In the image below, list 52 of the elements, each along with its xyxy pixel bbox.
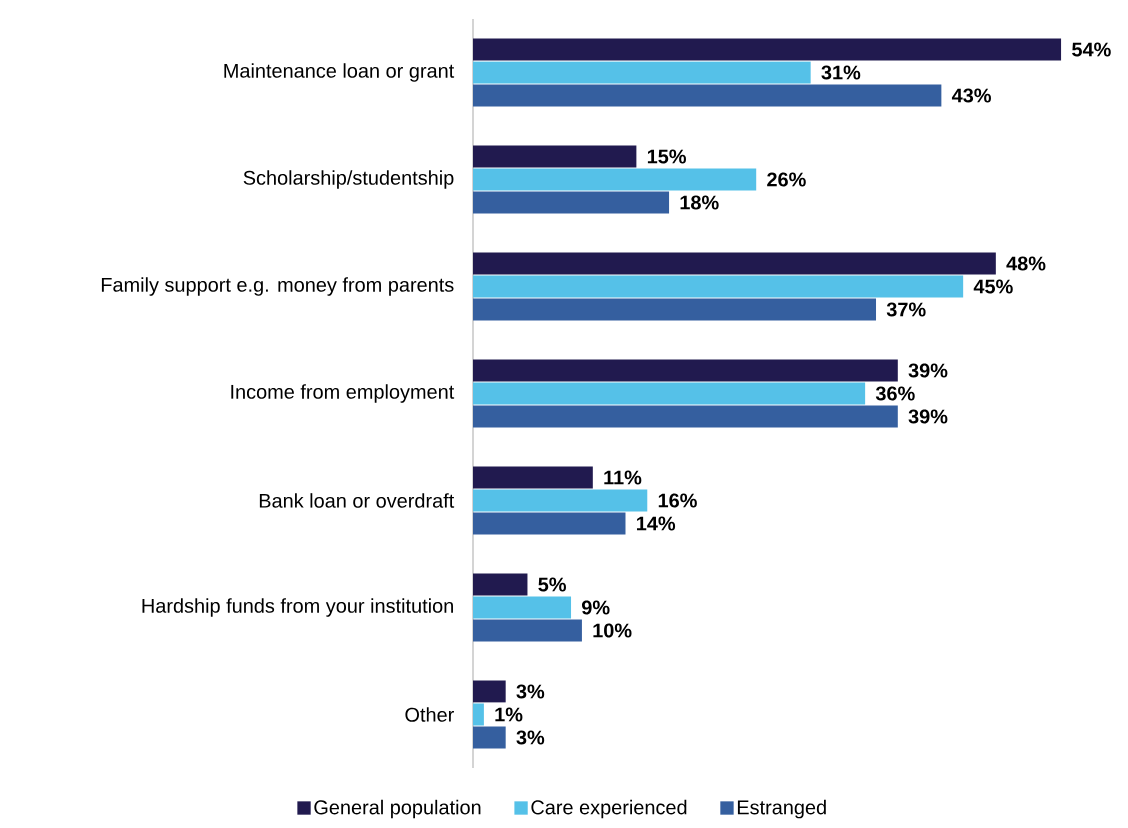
bar bbox=[473, 619, 582, 642]
data-label: 1% bbox=[495, 707, 523, 722]
bar bbox=[473, 466, 593, 489]
y-tick-label: Other bbox=[405, 707, 454, 722]
data-label: 11% bbox=[604, 470, 642, 485]
data-label: 43% bbox=[951, 88, 991, 103]
bar bbox=[473, 38, 1062, 61]
data-label: 37% bbox=[886, 302, 926, 317]
data-label: 39% bbox=[908, 363, 948, 378]
data-label: 10% bbox=[593, 623, 632, 638]
data-label: 39% bbox=[908, 409, 948, 424]
bar bbox=[473, 275, 964, 298]
y-tick-label: Income from employment bbox=[231, 384, 455, 403]
bar bbox=[473, 405, 898, 428]
bar bbox=[473, 382, 866, 405]
data-label: 18% bbox=[680, 195, 719, 210]
bar bbox=[473, 680, 506, 703]
bar bbox=[473, 726, 506, 749]
bar bbox=[473, 703, 484, 726]
bar bbox=[473, 573, 528, 596]
data-label: 48% bbox=[1006, 256, 1046, 271]
bar bbox=[473, 489, 648, 512]
data-label: 3% bbox=[516, 730, 545, 745]
y-tick-label: Family support e.g. money from parents bbox=[101, 277, 454, 296]
y-tick-label: Scholarship/studentship bbox=[243, 170, 454, 189]
bar bbox=[473, 61, 811, 84]
data-label: 5% bbox=[538, 577, 566, 592]
data-label: 26% bbox=[767, 172, 806, 187]
bar bbox=[473, 84, 942, 107]
bar bbox=[473, 359, 898, 382]
data-label: 15% bbox=[647, 149, 686, 164]
bar bbox=[473, 512, 626, 535]
data-label: 31% bbox=[821, 65, 861, 80]
data-label: 36% bbox=[875, 386, 915, 401]
bar bbox=[473, 191, 670, 214]
legend-label: Care experienced bbox=[531, 799, 687, 819]
data-label: 16% bbox=[658, 493, 697, 508]
bar bbox=[473, 168, 757, 191]
bar bbox=[473, 145, 637, 168]
y-tick-label: Maintenance loan or grant bbox=[224, 63, 455, 82]
bar bbox=[473, 596, 572, 619]
y-tick-label: Bank loan or overdraft bbox=[259, 493, 455, 508]
bar bbox=[473, 298, 877, 321]
legend-label: Estranged bbox=[737, 799, 826, 819]
data-label: 14% bbox=[637, 516, 676, 531]
data-label: 54% bbox=[1072, 42, 1111, 57]
bar bbox=[473, 252, 996, 275]
data-label: 3% bbox=[516, 684, 545, 699]
y-tick-label: Hardship funds from your institution bbox=[142, 598, 453, 617]
legend-label: General population bbox=[314, 799, 481, 819]
data-label: 45% bbox=[973, 279, 1013, 294]
data-label: 9% bbox=[581, 600, 610, 615]
